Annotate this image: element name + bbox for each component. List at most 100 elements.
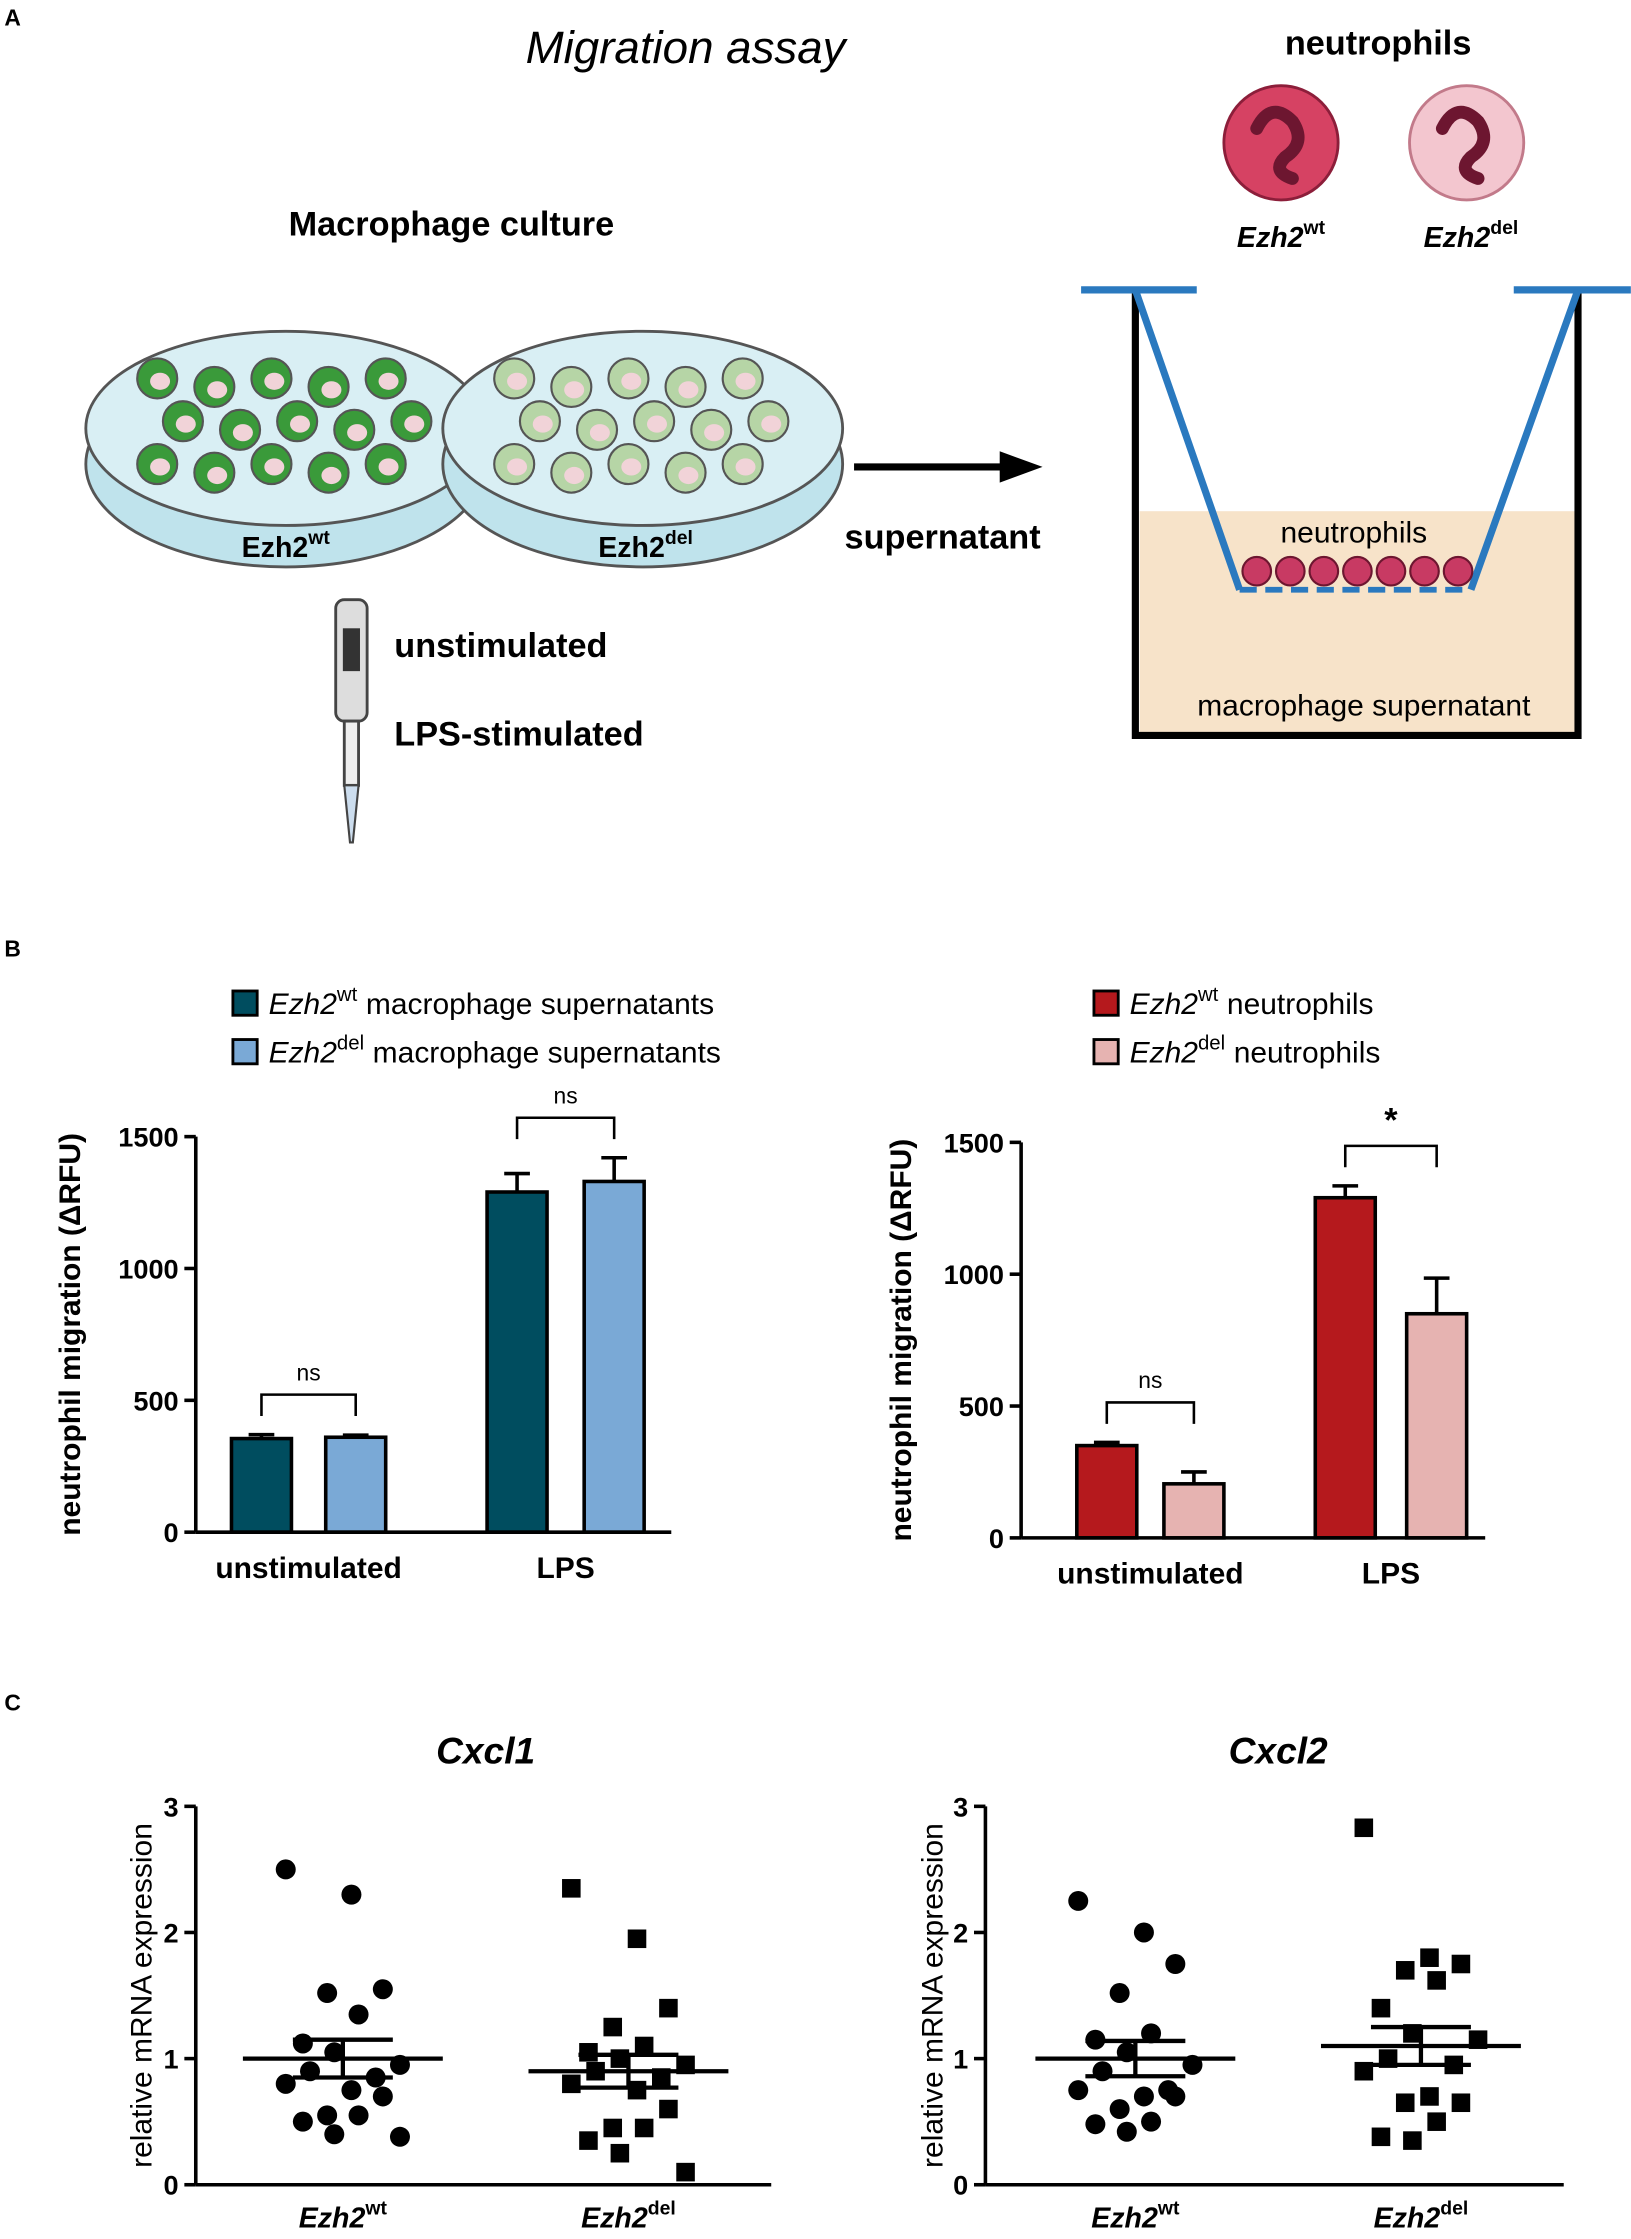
macrophage-nucleus bbox=[761, 415, 782, 433]
bar bbox=[229, 1436, 294, 1534]
macrophage-nucleus bbox=[678, 381, 699, 399]
point bbox=[634, 2118, 654, 2138]
macrophage-nucleus bbox=[704, 424, 725, 442]
chart-title: Cxcl1 bbox=[436, 1729, 535, 1771]
bar bbox=[485, 1190, 549, 1534]
dish-label: Ezh2wt bbox=[242, 527, 331, 564]
y-tick-label: 500 bbox=[959, 1391, 1004, 1422]
y-tick-label: 0 bbox=[989, 1523, 1004, 1554]
macrophage-nucleus bbox=[589, 424, 610, 442]
point bbox=[1085, 2114, 1106, 2135]
point bbox=[1395, 1961, 1415, 1980]
point bbox=[603, 2017, 623, 2037]
macrophage-nucleus bbox=[150, 372, 171, 390]
legend-label: Ezh2wt macrophage supernatants bbox=[269, 984, 714, 1021]
cells bbox=[136, 357, 1474, 587]
point bbox=[1141, 2111, 1162, 2132]
point bbox=[1109, 1983, 1130, 2004]
pipette-display bbox=[342, 628, 360, 672]
point bbox=[1165, 2086, 1186, 2107]
y-tick-label: 1500 bbox=[944, 1127, 1004, 1158]
macrophage-nucleus bbox=[621, 458, 642, 476]
significance-label: ns bbox=[1138, 1367, 1162, 1393]
macrophage-nucleus bbox=[175, 415, 196, 433]
point bbox=[676, 2162, 695, 2182]
genotype: del bbox=[1440, 2198, 1468, 2220]
y-axis-label: neutrophil migration (ΔRFU) bbox=[54, 1133, 87, 1536]
point bbox=[1109, 2099, 1130, 2120]
insert-wall bbox=[1131, 288, 1243, 591]
arrow-head bbox=[999, 451, 1043, 483]
point bbox=[579, 2043, 598, 2062]
point bbox=[292, 2033, 313, 2054]
neutrophil-small bbox=[1241, 555, 1273, 587]
y-tick-label: 0 bbox=[164, 2170, 179, 2201]
point bbox=[634, 2036, 654, 2056]
insert-label: neutrophils bbox=[1281, 517, 1428, 550]
bar bbox=[582, 1179, 646, 1534]
macrophage-nucleus bbox=[207, 381, 228, 399]
point bbox=[1451, 2093, 1471, 2113]
y-tick-label: 1500 bbox=[118, 1122, 178, 1153]
point bbox=[317, 2105, 338, 2126]
macrophage-nucleus bbox=[404, 415, 425, 433]
neutrophil-small bbox=[1409, 555, 1440, 587]
gene: Ezh2 bbox=[581, 2203, 648, 2235]
point bbox=[562, 1879, 581, 1898]
neutrophil-small bbox=[1375, 555, 1407, 587]
point bbox=[610, 2143, 630, 2163]
neutrophil-del bbox=[1408, 84, 1526, 202]
name-rest: macrophage supernatants bbox=[366, 988, 714, 1021]
macrophage-nucleus bbox=[564, 466, 585, 485]
macrophage-nucleus bbox=[321, 466, 342, 485]
point bbox=[1420, 2087, 1439, 2106]
macrophage-nucleus bbox=[264, 458, 285, 476]
macrophage-nucleus bbox=[378, 372, 399, 390]
y-tick-label: 2 bbox=[953, 1917, 968, 1948]
macrophage-nucleus bbox=[150, 458, 171, 476]
gene: Ezh2 bbox=[269, 1036, 338, 1069]
point bbox=[275, 1859, 296, 1880]
macrophage-nucleus bbox=[232, 424, 253, 442]
nucleus bbox=[1250, 105, 1305, 185]
point bbox=[1427, 2112, 1446, 2131]
neutrophil-label: Ezh2wt bbox=[1237, 217, 1326, 254]
well-medium bbox=[1139, 511, 1576, 734]
gene: Ezh2 bbox=[1424, 222, 1491, 254]
point bbox=[1165, 1954, 1186, 1974]
point bbox=[341, 1884, 362, 1905]
pipette bbox=[334, 598, 369, 844]
point bbox=[1116, 2121, 1137, 2142]
condition: unstimulated bbox=[394, 627, 607, 665]
gene: Ezh2 bbox=[1130, 988, 1199, 1021]
macrophage-nucleus bbox=[678, 466, 699, 485]
point bbox=[579, 2131, 598, 2150]
point bbox=[348, 2004, 369, 2025]
y-tick-label: 2 bbox=[164, 1917, 179, 1948]
well-label: macrophage supernatant bbox=[1197, 689, 1531, 722]
heading: Macrophage culture bbox=[289, 206, 615, 244]
arrow-label: supernatant bbox=[845, 518, 1041, 556]
y-tick-label: 3 bbox=[953, 1791, 968, 1822]
genotype: wt bbox=[364, 2198, 387, 2220]
heading: neutrophils bbox=[1285, 24, 1472, 62]
significance-label: ns bbox=[297, 1359, 321, 1385]
macrophage-nucleus bbox=[378, 458, 399, 476]
significance-bracket bbox=[1343, 1144, 1438, 1168]
x-tick-label: LPS bbox=[1362, 1558, 1420, 1591]
point bbox=[324, 2124, 345, 2145]
genotype: del bbox=[1490, 217, 1518, 239]
condition: LPS-stimulated bbox=[394, 715, 643, 753]
gene: Ezh2 bbox=[1374, 2203, 1441, 2235]
point bbox=[1395, 2093, 1415, 2113]
macrophage-nucleus bbox=[564, 381, 585, 399]
x-tick-label: Ezh2wt bbox=[1091, 2198, 1180, 2235]
dish-label: Ezh2del bbox=[598, 527, 693, 564]
point bbox=[1141, 2023, 1162, 2044]
legend-swatch bbox=[231, 1038, 259, 1066]
macrophage-nucleus bbox=[321, 381, 342, 399]
macrophage-nucleus bbox=[507, 458, 528, 476]
legend-swatch bbox=[231, 989, 259, 1017]
x-tick-label: Ezh2del bbox=[1374, 2198, 1469, 2235]
panel-label: A bbox=[4, 5, 21, 31]
